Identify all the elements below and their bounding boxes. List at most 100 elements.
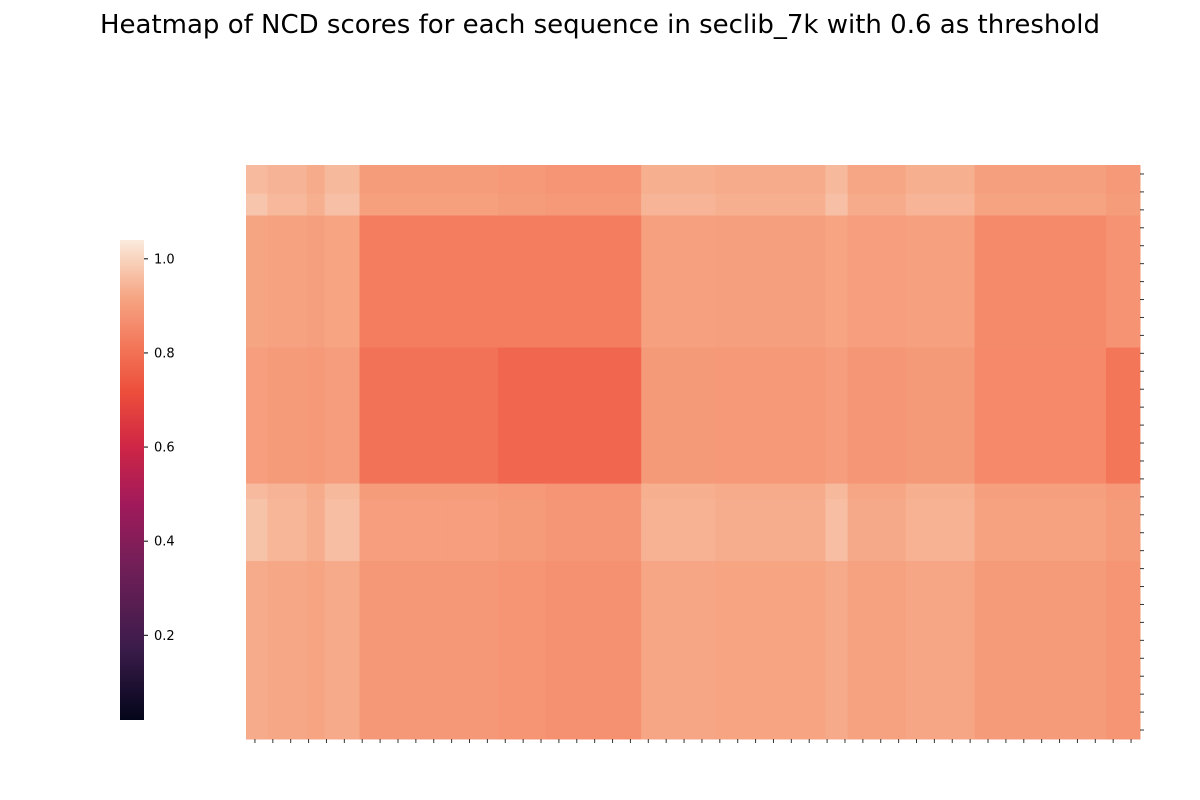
- heatmap-cell: [447, 165, 499, 195]
- heatmap-cell: [267, 561, 308, 740]
- heatmap-cell: [324, 561, 361, 740]
- heatmap-cell: [1106, 193, 1141, 217]
- heatmap-cell: [825, 483, 849, 500]
- heatmap-cell: [359, 499, 448, 562]
- heatmap-cell: [306, 347, 326, 485]
- heatmap-block: [974, 215, 1107, 484]
- heatmap-cell: [641, 165, 716, 195]
- heatmap-cell: [498, 561, 546, 740]
- heatmap-cell: [1106, 165, 1141, 195]
- heatmap-cell: [641, 347, 716, 485]
- heatmap-cell: [974, 165, 1107, 195]
- heatmap-cell: [447, 483, 499, 500]
- heatmap-cell: [267, 499, 308, 562]
- heatmap-cell: [905, 193, 976, 217]
- heatmap-cell: [246, 347, 268, 485]
- heatmap-cell: [306, 215, 326, 349]
- heatmap-cell: [545, 165, 642, 195]
- heatmap-block: [1106, 347, 1140, 484]
- heatmap-cell: [1106, 499, 1141, 562]
- colorbar: 1.0 0.8 0.6 0.4 0.2: [120, 240, 175, 720]
- heatmap-cell: [359, 561, 448, 740]
- heatmap-cell: [306, 193, 326, 217]
- heatmap-cell: [715, 483, 826, 500]
- heatmap-cell: [641, 215, 716, 349]
- heatmap-cell: [847, 193, 907, 217]
- heatmap-cell: [359, 483, 448, 500]
- heatmap-cell: [267, 347, 308, 485]
- heatmap-cell: [715, 561, 826, 740]
- colorbar-tick-label: 0.4: [154, 535, 175, 550]
- heatmap-cell: [306, 165, 326, 195]
- colorbar-tick-label: 0.2: [154, 629, 175, 644]
- heatmap-cell: [545, 499, 642, 562]
- heatmap-cell: [847, 483, 907, 500]
- heatmap-cell: [847, 561, 907, 740]
- heatmap-cell: [974, 193, 1107, 217]
- heatmap-cells: [246, 165, 1141, 740]
- heatmap-cell: [715, 499, 826, 562]
- heatmap-cell: [246, 215, 268, 349]
- heatmap-cell: [1106, 561, 1141, 740]
- heatmap-cell: [825, 499, 849, 562]
- colorbar-gradient: [120, 240, 144, 720]
- heatmap-cell: [825, 347, 849, 485]
- heatmap-cell: [324, 499, 361, 562]
- heatmap-cell: [974, 483, 1107, 500]
- heatmap-cell: [545, 561, 642, 740]
- axes: [254, 173, 1144, 743]
- colorbar-tick-label: 0.8: [154, 346, 175, 361]
- heatmap-cell: [715, 193, 826, 217]
- heatmap-cell: [498, 499, 546, 562]
- heatmap-cell: [641, 483, 716, 500]
- heatmap-cell: [246, 483, 268, 500]
- heatmap-cell: [324, 347, 361, 485]
- heatmap-cell: [498, 193, 546, 217]
- heatmap-cell: [359, 193, 448, 217]
- heatmap-cell: [825, 561, 849, 740]
- heatmap-cell: [641, 499, 716, 562]
- heatmap-cell: [715, 215, 826, 349]
- heatmap-cell: [246, 165, 268, 195]
- heatmap-cell: [715, 165, 826, 195]
- heatmap-cell: [847, 347, 907, 485]
- heatmap-cell: [905, 483, 976, 500]
- heatmap-cell: [905, 165, 976, 195]
- heatmap-cell: [905, 561, 976, 740]
- heatmap-cell: [825, 165, 849, 195]
- heatmap-cell: [641, 561, 716, 740]
- heatmap-cell: [498, 483, 546, 500]
- heatmap-cell: [324, 215, 361, 349]
- heatmap-cell: [447, 193, 499, 217]
- heatmap-cell: [905, 499, 976, 562]
- colorbar-tick-label: 0.6: [154, 441, 175, 456]
- heatmap-cell: [905, 347, 976, 485]
- heatmap-cell: [825, 215, 849, 349]
- heatmap-cell: [324, 165, 361, 195]
- heatmap-cell: [847, 499, 907, 562]
- heatmap-cell: [1106, 483, 1141, 500]
- heatmap-cell: [267, 483, 308, 500]
- heatmap-cell: [447, 499, 499, 562]
- heatmap-cell: [246, 499, 268, 562]
- heatmap-cell: [246, 561, 268, 740]
- heatmap-block: [498, 347, 642, 484]
- heatmap-cell: [847, 215, 907, 349]
- heatmap-cell: [267, 165, 308, 195]
- heatmap-cell: [498, 165, 546, 195]
- heatmap-cell: [306, 499, 326, 562]
- heatmap-block: [359, 215, 642, 348]
- heatmap-cell: [974, 499, 1107, 562]
- heatmap-cell: [641, 193, 716, 217]
- heatmap-cell: [306, 561, 326, 740]
- chart-title: Heatmap of NCD scores for each sequence …: [100, 10, 1100, 40]
- heatmap-cell: [324, 483, 361, 500]
- heatmap-cell: [267, 215, 308, 349]
- heatmap-cell: [825, 193, 849, 217]
- heatmap-cell: [267, 193, 308, 217]
- heatmap-cell: [847, 165, 907, 195]
- heatmap-cell: [1106, 215, 1141, 349]
- heatmap-cell: [715, 347, 826, 485]
- heatmap-cell: [359, 165, 448, 195]
